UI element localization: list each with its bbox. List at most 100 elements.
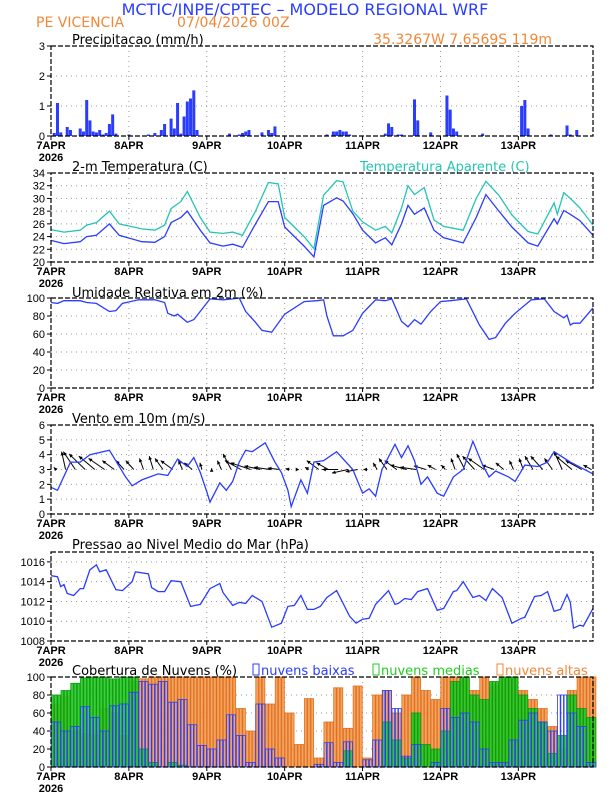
wind-vector-head (295, 467, 300, 472)
x-tick-label: 9APR (192, 771, 221, 783)
cloud-bar-low (119, 703, 123, 768)
y-tick-label: 0 (39, 509, 45, 521)
legend-high-label: nuvens altas (505, 664, 588, 679)
precip-bar (526, 128, 530, 136)
x-tick-label: 13APR (501, 645, 537, 657)
x-tick-label: 7APR (36, 266, 65, 278)
x-tick-label: 11APR (345, 266, 380, 278)
precip-bar (88, 120, 92, 136)
precip-bar (91, 131, 95, 136)
precip-bar (448, 109, 452, 136)
plot-frame (50, 424, 594, 515)
y-tick-label: 26 (33, 219, 45, 231)
precip-bar (127, 134, 131, 136)
precip-bar (195, 130, 199, 136)
wind-vector-head (209, 468, 214, 472)
precip-bar (240, 133, 244, 136)
wind-vector-head (224, 460, 229, 464)
x-tick-label: 10APR (267, 140, 303, 152)
precip-bar (59, 132, 63, 136)
x-tick-label: 13APR (501, 771, 537, 783)
wind-vector (62, 451, 76, 470)
panel-title-rh: Umidade Relativa em 2m (%) (72, 286, 263, 301)
legend-low-swatch (252, 663, 260, 676)
cloud-bar-low (489, 762, 493, 768)
cloud-bar-high (300, 744, 305, 768)
wind-vector-head (518, 458, 523, 463)
cloud-bar-mid (502, 676, 506, 768)
x-tick-label: 8APR (114, 518, 143, 530)
wind-vector-head (456, 453, 461, 458)
legend-apparent-temp: Temperatura Aparente (C) (359, 160, 530, 175)
cloud-bar-low (89, 717, 94, 768)
x-tick-label: 13APR (501, 392, 537, 404)
y-tick-label: 32 (33, 181, 45, 193)
x-tick-label: 11APR (345, 645, 380, 657)
precip-bar (260, 132, 264, 136)
cloud-bar-low (161, 681, 165, 768)
x-tick-label: 10APR (267, 645, 303, 657)
x-tick-label: 11APR (345, 771, 380, 783)
apparent-temp-line (50, 179, 594, 251)
cloud-bar-low (83, 706, 87, 768)
panel-title-wind: Vento em 10m (m/s) (72, 412, 205, 427)
cloud-bar-high (355, 685, 360, 768)
precip-bar (52, 133, 56, 136)
y-tick-label: 1016 (21, 557, 45, 569)
plot-frame (50, 297, 594, 389)
precip-bar (451, 128, 455, 136)
y-tick-label: 20 (33, 257, 45, 269)
precip-bar (549, 134, 553, 136)
cloud-bar-high (252, 730, 256, 768)
x-tick-label: 11APR (345, 392, 380, 404)
precip-bar (341, 131, 345, 136)
plot-frame (50, 676, 594, 768)
precip-bar (266, 130, 270, 136)
precip-bar (331, 131, 335, 136)
cloud-bar-low (391, 708, 396, 768)
x-tick-label: 8APR (114, 771, 143, 783)
y-tick-label: 40 (33, 347, 45, 359)
cloud-bar-low (362, 759, 366, 768)
cloud-bar-low (453, 717, 457, 768)
wind-vector-head (316, 462, 321, 467)
y-tick-label: 20 (33, 744, 45, 756)
precip-bar (344, 131, 348, 136)
precip-bar (244, 131, 248, 136)
cloud-bar-mid (492, 681, 496, 768)
precip-bar (429, 132, 433, 136)
x-tick-label: 11APR (345, 518, 380, 530)
precip-bar (111, 114, 115, 136)
cloud-bar-mid (489, 681, 493, 768)
cloud-bar-low (482, 748, 486, 768)
precip-bar (273, 126, 277, 136)
cloud-bar-low (138, 681, 142, 768)
precip-bar (387, 123, 391, 136)
precip-bar (416, 120, 420, 136)
x-year-label: 2026 (39, 530, 63, 542)
cloud-bar-mid (424, 744, 428, 768)
cloud-bar-low (586, 762, 590, 768)
x-tick-label: 9APR (192, 266, 221, 278)
cloud-bar-low (537, 721, 542, 768)
cloud-bar-mid (427, 744, 431, 768)
precip-bar (85, 100, 89, 136)
x-tick-label: 8APR (114, 266, 143, 278)
wind-vector-head (138, 458, 143, 463)
cloud-bar-low (531, 712, 535, 768)
cloud-bar-low (265, 748, 269, 768)
wind-vector-head (390, 464, 395, 468)
precip-bar (400, 134, 404, 136)
wind-vector-head (88, 458, 93, 462)
plot-frame (50, 551, 594, 642)
precip-bar (412, 99, 416, 136)
y-tick-label: 2 (39, 479, 45, 491)
precip-bar (325, 134, 329, 136)
x-tick-label: 10APR (267, 518, 303, 530)
wind-vector-head (524, 456, 529, 461)
wind-vector-head (322, 467, 326, 472)
cloud-bar-low (180, 699, 185, 768)
panel-title-precip: Precipitacao (mm/h) (72, 33, 204, 48)
precip-bar (568, 134, 572, 136)
